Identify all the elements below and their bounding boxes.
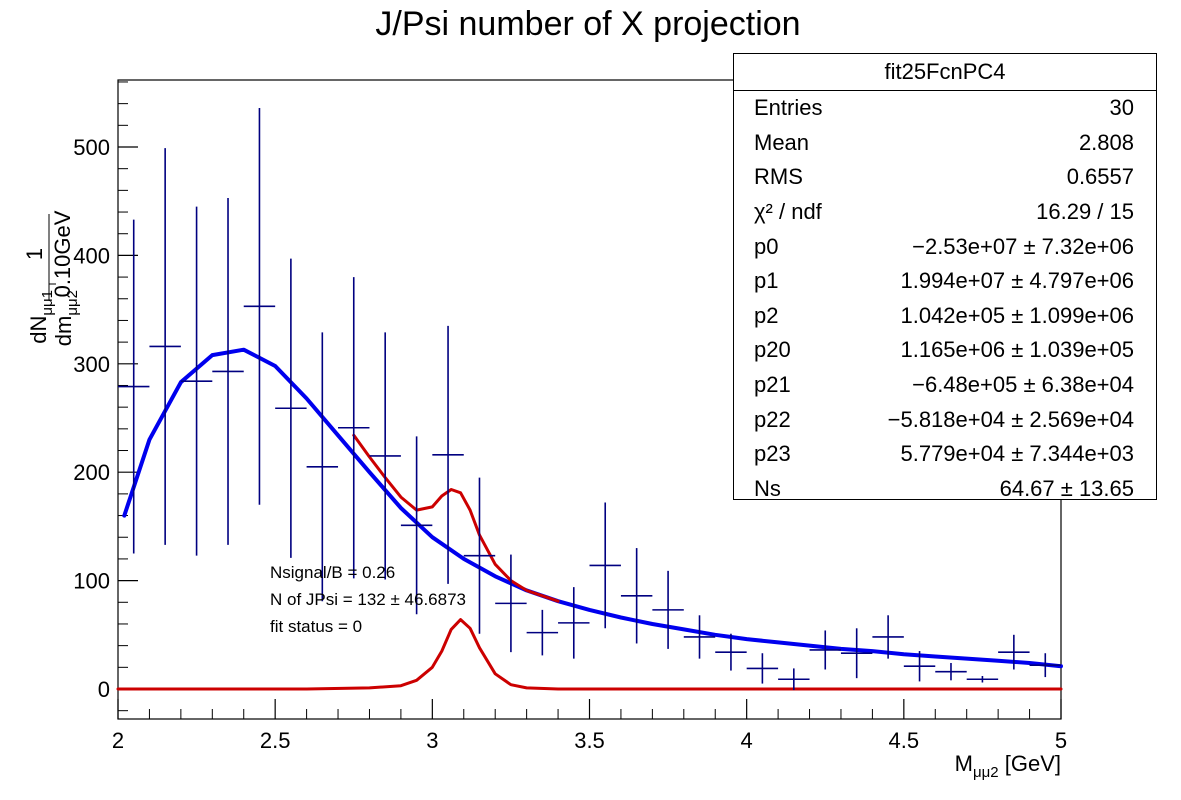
stats-row: p1 1.994e+07 ± 4.797e+06 [734, 264, 1156, 299]
data-point [1029, 653, 1061, 678]
data-point [369, 332, 401, 580]
total-curve [352, 433, 560, 603]
y-axis-title: dNμμ1 dmμμ2 1 0.10GeV [22, 210, 81, 346]
x-axis-title: Mμμ2 [GeV] [955, 751, 1061, 781]
data-point [180, 206, 213, 556]
stats-value: 2.808 [1078, 129, 1134, 155]
stats-value: 5.779e+04 ± 7.344e+03 [900, 441, 1134, 467]
data-point [872, 615, 904, 659]
x-tick-label: 4.5 [889, 728, 920, 753]
data-point [935, 662, 967, 681]
stats-label: p22 [754, 406, 791, 432]
x-tick-label: 4 [741, 728, 753, 753]
stats-label: p23 [754, 441, 791, 467]
stats-row: p0 −2.53e+07 ± 7.32e+06 [734, 229, 1156, 264]
stats-row: p20 1.165e+06 ± 1.039e+05 [734, 333, 1156, 368]
y-tick-label: 500 [73, 135, 110, 160]
fit-curves [116, 347, 1063, 691]
stats-label: p2 [754, 302, 779, 328]
data-point [966, 675, 999, 683]
stats-value: 30 [1109, 95, 1134, 121]
x-tick-label: 5 [1055, 728, 1067, 753]
stats-value: 64.67 ± 13.65 [999, 475, 1134, 501]
data-point [306, 332, 339, 602]
stats-label: RMS [754, 164, 803, 190]
data-point [620, 548, 653, 644]
stats-value: 1.994e+07 ± 4.797e+06 [900, 268, 1134, 294]
data-point [275, 258, 307, 558]
fit-annotations: Nsignal/B = 0.26 N of JPsi = 132 ± 46.68… [270, 563, 466, 636]
data-point [432, 325, 464, 584]
stats-row: p2 1.042e+05 ± 1.099e+06 [734, 299, 1156, 334]
stats-value: 1.165e+06 ± 1.039e+05 [900, 337, 1134, 363]
stats-label: χ² / ndf [754, 199, 822, 225]
data-point [589, 502, 621, 629]
annotation-nsignal: Nsignal/B = 0.26 [270, 563, 395, 582]
y-tick-label: 300 [73, 352, 110, 377]
x-tick-label: 2 [112, 728, 124, 753]
annotation-njpsi: N of JPsi = 132 ± 46.6873 [270, 590, 466, 609]
annotation-fit-status: fit status = 0 [270, 617, 362, 636]
data-point [463, 477, 496, 634]
signal-curve [116, 618, 1063, 691]
data-point [998, 634, 1030, 670]
stats-row: p23 5.779e+04 ± 7.344e+03 [734, 437, 1156, 472]
stats-row: p21 −6.48e+05 ± 6.38e+04 [734, 368, 1156, 403]
stats-value: 0.6557 [1066, 164, 1134, 190]
stats-row: RMS 0.6557 [734, 160, 1156, 195]
stats-row: χ² / ndf 16.29 / 15 [734, 195, 1156, 230]
data-point [400, 436, 433, 615]
data-point [683, 615, 716, 659]
x-tick-label: 3.5 [574, 728, 605, 753]
data-point [652, 570, 684, 649]
stats-label: p0 [754, 233, 779, 259]
y-tick-label: 400 [73, 243, 110, 268]
stats-value: −5.818e+04 ± 2.569e+04 [887, 406, 1134, 432]
stats-value: 16.29 / 15 [1036, 199, 1134, 225]
background-curve [122, 347, 1063, 669]
data-point [778, 668, 810, 691]
stats-value: −6.48e+05 ± 6.38e+04 [912, 372, 1134, 398]
stats-row: Entries 30 [734, 91, 1156, 126]
stats-row: Mean 2.808 [734, 126, 1156, 161]
data-point [746, 653, 779, 684]
x-tick-label: 2.5 [260, 728, 291, 753]
y-tick-label: 100 [73, 569, 110, 594]
stats-row: Ns 64.67 ± 13.65 [734, 472, 1156, 507]
y-tick-label: 200 [73, 460, 110, 485]
stats-label: p21 [754, 372, 791, 398]
stats-label: p1 [754, 268, 779, 294]
stats-label: p20 [754, 337, 791, 363]
data-point [715, 633, 747, 671]
svg-text:1: 1 [22, 248, 47, 260]
data-point [840, 628, 873, 679]
x-axis: 2 2.5 3 3.5 4 4.5 5 [112, 699, 1067, 753]
data-point [558, 587, 590, 659]
stats-value: 1.042e+05 ± 1.099e+06 [900, 302, 1134, 328]
data-point [495, 554, 527, 653]
stats-value: −2.53e+07 ± 7.32e+06 [912, 233, 1134, 259]
x-tick-label: 3 [426, 728, 438, 753]
data-point [526, 609, 559, 656]
svg-text:0.10GeV: 0.10GeV [50, 210, 75, 297]
stats-label: Mean [754, 129, 810, 155]
stats-label: Ns [754, 475, 781, 501]
stats-box: fit25FcnPC4 Entries 30 Mean 2.808 RMS 0.6557 χ… [733, 53, 1157, 501]
stats-box-title: fit25FcnPC4 [734, 54, 1156, 91]
y-axis: 0 100 200 300 400 500 [73, 81, 138, 712]
data-point [118, 219, 150, 554]
data-point [809, 630, 841, 670]
stats-row: p22 −5.818e+04 ± 2.569e+04 [734, 402, 1156, 437]
data-point [243, 107, 276, 505]
stats-label: Entries [754, 95, 823, 121]
data-point [903, 651, 936, 682]
chart-title: J/Psi number of X projection [375, 5, 800, 43]
data-point [149, 148, 181, 545]
data-point [212, 197, 244, 545]
data-point [338, 277, 370, 579]
data-points [118, 107, 1061, 691]
y-tick-label: 0 [98, 677, 110, 702]
